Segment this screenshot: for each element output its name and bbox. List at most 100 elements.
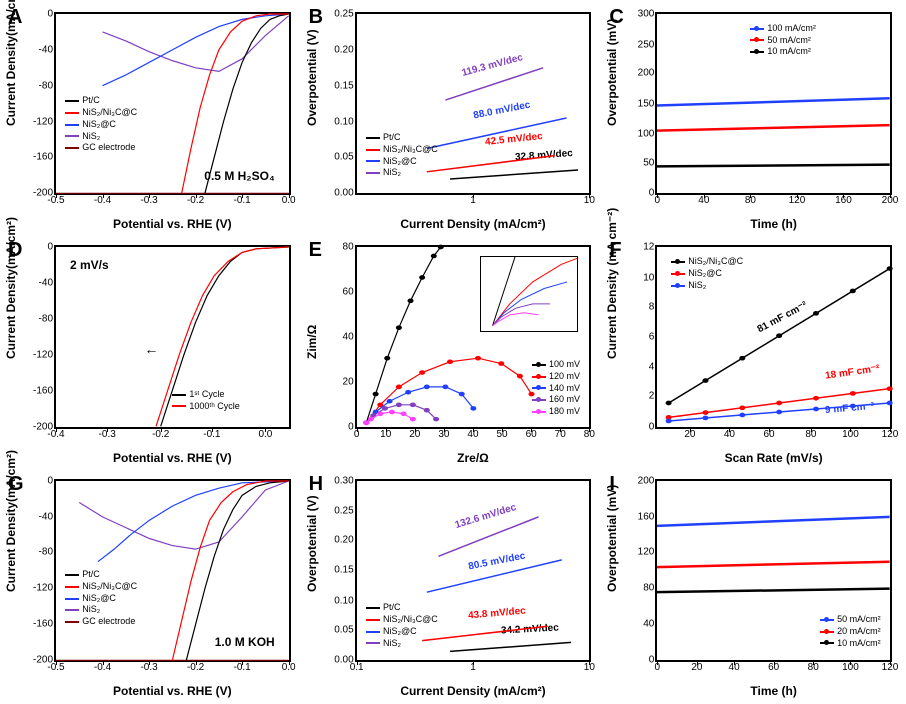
legend-text: 100 mV (549, 359, 580, 371)
legend-text: NiS₂ (688, 280, 706, 292)
y-tick: 0.20 (334, 44, 356, 55)
legend-text: 160 mV (549, 394, 580, 406)
legend-swatch (366, 137, 380, 139)
legend-text: 100 mA/cm² (767, 23, 816, 35)
legend-item: 50 mA/cm² (820, 614, 881, 626)
legend-text: NiS₂/Ni₃C@C (82, 581, 137, 593)
panel-label: F (609, 239, 621, 262)
legend-item: NiS₂ (65, 131, 137, 143)
y-tick: 10 (643, 272, 657, 283)
y-tick: 20 (343, 376, 357, 387)
legend-text: Pt/C (383, 132, 401, 144)
x-axis-label: Current Density (mA/cm²) (355, 684, 592, 698)
x-axis-label: Time (h) (655, 217, 892, 231)
panel-label: A (8, 6, 22, 29)
legend-item: NiS₂ (671, 280, 743, 292)
y-tick: -160 (33, 385, 56, 396)
legend-swatch (65, 598, 79, 600)
x-axis-label: Current Density (mA/cm²) (355, 217, 592, 231)
y-tick: 200 (638, 475, 658, 486)
legend-swatch (172, 405, 186, 407)
y-tick: 2 (649, 391, 658, 402)
legend-item: 20 mA/cm² (820, 626, 881, 638)
y-axis-label: Overpotential (mV) (605, 578, 619, 592)
y-tick: 0 (47, 9, 56, 20)
y-tick: -200 (33, 421, 56, 432)
y-tick: 100 (638, 129, 658, 140)
panel-G: GCurrent Density(mA/cm²)Potential vs. RH… (4, 471, 301, 700)
legend-text: NiS₂@C (82, 119, 116, 131)
legend-text: 120 mV (549, 371, 580, 383)
legend-text: 1000ᵗʰ Cycle (189, 401, 239, 413)
y-tick: 8 (649, 301, 658, 312)
legend: Pt/CNiS₂/Ni₃C@CNiS₂@CNiS₂ (366, 602, 438, 649)
y-tick: -80 (39, 80, 56, 91)
y-tick: 0.10 (334, 595, 356, 606)
legend-text: NiS₂/Ni₃C@C (82, 107, 137, 119)
legend-swatch (366, 172, 380, 174)
legend-swatch (366, 607, 380, 609)
panel-E: EZim/ΩZre/Ω01020304050607080806040200100… (305, 237, 602, 466)
x-axis-label: Potential vs. RHE (V) (54, 217, 291, 231)
legend-swatch (820, 631, 834, 633)
legend-text: NiS₂@C (383, 156, 417, 168)
legend-item: 140 mV (532, 383, 580, 395)
legend: NiS₂/Ni₃C@CNiS₂@CNiS₂ (671, 256, 743, 291)
legend: 100 mV120 mV140 mV160 mV180 mV (532, 359, 580, 417)
legend-item: GC electrode (65, 616, 137, 628)
plot-area: 0.11100.300.250.200.150.100.050.0034.2 m… (355, 479, 592, 662)
y-axis-label: Zim/Ω (305, 345, 319, 359)
y-axis-label: Current Density(mA/cm²) (4, 578, 18, 592)
y-tick: -40 (39, 278, 56, 289)
panel-label: D (8, 239, 22, 262)
legend: 100 mA/cm²50 mA/cm²10 mA/cm² (750, 23, 816, 58)
legend-swatch (532, 387, 546, 389)
legend-item: NiS₂/Ni₃C@C (65, 581, 137, 593)
y-tick: 40 (643, 619, 657, 630)
legend-item: Pt/C (366, 132, 438, 144)
plot-area: -0.4-0.3-0.2-0.10.00-40-80-120-160-2002 … (54, 245, 291, 428)
legend-item: 1000ᵗʰ Cycle (172, 401, 239, 413)
legend: 1ˢᵗ Cycle1000ᵗʰ Cycle (172, 389, 239, 412)
panel-B: BOverpotential (V)Current Density (mA/cm… (305, 4, 602, 233)
legend-swatch (172, 394, 186, 396)
y-tick: 200 (638, 68, 658, 79)
legend: Pt/CNiS₂/Ni₃C@CNiS₂@CNiS₂ (366, 132, 438, 179)
legend-text: 10 mA/cm² (837, 638, 881, 650)
legend-item: NiS₂@C (366, 626, 438, 638)
y-tick: 4 (649, 362, 658, 373)
y-tick: 80 (343, 242, 357, 253)
legend-item: 160 mV (532, 394, 580, 406)
panel-label: B (309, 6, 323, 29)
legend-text: 50 mA/cm² (767, 35, 811, 47)
legend-swatch (532, 364, 546, 366)
panel-label: I (609, 473, 615, 496)
legend: 50 mA/cm²20 mA/cm²10 mA/cm² (820, 614, 881, 649)
legend-item: NiS₂/Ni₃C@C (366, 614, 438, 626)
legend-swatch (65, 135, 79, 137)
panel-label: H (309, 473, 323, 496)
legend-swatch (366, 160, 380, 162)
legend-swatch (820, 642, 834, 644)
y-tick: 0.10 (334, 116, 356, 127)
plot-area: -0.5-0.4-0.3-0.2-0.10.00-40-80-120-160-2… (54, 479, 291, 662)
x-axis-label: Scan Rate (mV/s) (655, 451, 892, 465)
x-axis-label: Potential vs. RHE (V) (54, 451, 291, 465)
plot-area: 0204060801001202001601208040050 mA/cm²20… (655, 479, 892, 662)
y-axis-label: Current Density(mA/cm²) (4, 112, 18, 126)
legend-swatch (65, 609, 79, 611)
panel-F: F Current Density (mA cm⁻²) Scan Rate (mV/… (605, 237, 902, 466)
y-tick: 50 (643, 157, 657, 168)
y-axis-label: Current Density (mA cm⁻²) (605, 345, 619, 359)
legend-text: NiS₂/Ni₃C@C (383, 144, 438, 156)
y-tick: 0 (47, 475, 56, 486)
legend-swatch (820, 619, 834, 621)
y-axis-label: Overpotential (V) (305, 578, 319, 592)
y-tick: 6 (649, 332, 658, 343)
legend-swatch (671, 273, 685, 275)
y-tick: 0.30 (334, 475, 356, 486)
y-tick: 0 (649, 654, 658, 665)
legend-item: Pt/C (65, 95, 137, 107)
panel-D: DCurrent Density(mA/cm²)Potential vs. RH… (4, 237, 301, 466)
condition-label: 1.0 M KOH (215, 635, 275, 649)
